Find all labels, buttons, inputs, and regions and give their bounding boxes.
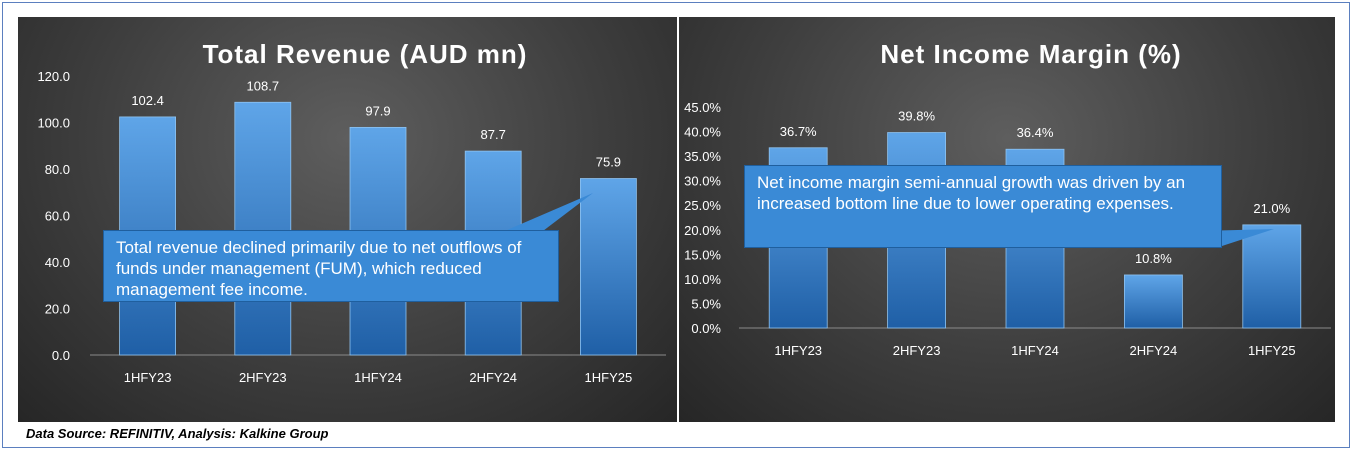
y-tick-label: 30.0% (684, 174, 721, 189)
y-tick-label: 40.0 (45, 255, 70, 270)
x-tick-label: 2HFY24 (1130, 343, 1178, 358)
data-label: 10.8% (1135, 251, 1172, 266)
y-tick-label: 5.0% (691, 296, 721, 311)
y-tick-label: 35.0% (684, 149, 721, 164)
data-label: 108.7 (247, 78, 280, 93)
revenue-annotation-callout: Total revenue declined primarily due to … (103, 230, 559, 302)
bar (234, 101, 292, 356)
revenue-chart-panel: Total Revenue (AUD mn) 0.0 20.0 40.0 60.0 80.… (18, 17, 677, 422)
y-tick-label: 80.0 (45, 162, 70, 177)
x-tick-label: 2HFY23 (239, 370, 287, 385)
y-tick-label: 20.0 (45, 302, 70, 317)
data-source-note: Data Source: REFINITIV, Analysis: Kalkin… (26, 426, 329, 441)
x-tick-label: 2HFY23 (893, 343, 941, 358)
y-tick-label: 45.0% (684, 100, 721, 115)
y-tick-label: 15.0% (684, 247, 721, 262)
data-label: 102.4 (131, 93, 164, 108)
y-tick-label: 0.0 (52, 348, 70, 363)
margin-annotation-callout: Net income margin semi-annual growth was… (744, 165, 1222, 248)
data-label: 39.8% (898, 109, 935, 124)
y-tick-label: 0.0% (691, 321, 721, 336)
y-tick-label: 10.0% (684, 272, 721, 287)
x-tick-label: 1HFY24 (354, 370, 402, 385)
x-tick-label: 2HFY24 (469, 370, 517, 385)
x-tick-label: 1HFY23 (774, 343, 822, 358)
data-label: 36.4% (1017, 125, 1054, 140)
x-tick-label: 1HFY25 (585, 370, 633, 385)
chart-title: Total Revenue (AUD mn) (203, 39, 528, 69)
y-tick-label: 60.0 (45, 209, 70, 224)
data-label: 36.7% (780, 124, 817, 139)
data-label: 97.9 (365, 103, 390, 118)
bar (1242, 224, 1302, 329)
bar (1123, 274, 1183, 329)
data-label: 21.0% (1253, 201, 1290, 216)
y-tick-label: 100.0 (37, 116, 70, 131)
revenue-chart: Total Revenue (AUD mn) 0.0 20.0 40.0 60.0 80.… (37, 39, 666, 385)
x-tick-label: 1HFY25 (1248, 343, 1296, 358)
data-label: 87.7 (481, 127, 506, 142)
y-tick-label: 120.0 (37, 69, 70, 84)
chart-title: Net Income Margin (%) (880, 39, 1181, 69)
x-tick-label: 1HFY24 (1011, 343, 1059, 358)
y-tick-label: 20.0% (684, 223, 721, 238)
margin-chart: Net Income Margin (%) 0.0% 5.0% 10.0% 15.0% 2… (684, 39, 1331, 358)
callout-pointer (498, 193, 593, 234)
data-label: 75.9 (596, 155, 621, 170)
y-tick-label: 40.0% (684, 125, 721, 140)
bar (580, 178, 637, 356)
x-tick-label: 1HFY23 (124, 370, 172, 385)
y-tick-label: 25.0% (684, 198, 721, 213)
